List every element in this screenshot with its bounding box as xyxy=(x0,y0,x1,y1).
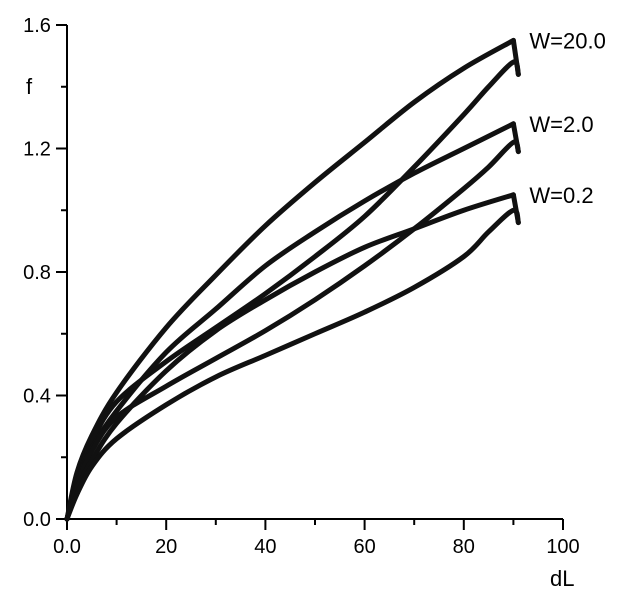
tick-group: 0.0 20 40 60 80 100 0.0 0.4 0.8 1.2 1.6 xyxy=(23,15,580,558)
x-tick-label: 40 xyxy=(254,536,276,558)
x-tick-label: 60 xyxy=(353,536,375,558)
unloading-curve xyxy=(64,59,521,522)
y-tick-label: 0.4 xyxy=(23,386,51,408)
unloading-curve xyxy=(64,139,521,522)
y-tick-label: 0.8 xyxy=(23,262,51,284)
x-tick-label: 0.0 xyxy=(53,536,81,558)
unloading-curve xyxy=(64,207,521,522)
x-tick-label: 20 xyxy=(155,536,177,558)
x-axis-title: dL xyxy=(550,566,574,590)
x-tick-label: 80 xyxy=(453,536,475,558)
series-group xyxy=(64,37,521,522)
series-label: W=20.0 xyxy=(529,28,605,53)
y-axis-title: f xyxy=(26,74,33,99)
y-tick-label: 1.6 xyxy=(23,15,51,37)
y-tick-label: 0.0 xyxy=(23,509,51,531)
x-tick-label: 100 xyxy=(546,536,579,558)
series-label-group: W=20.0 W=2.0 W=0.2 xyxy=(529,28,605,207)
series-label: W=2.0 xyxy=(529,112,593,137)
loading-curve xyxy=(64,121,516,522)
y-tick-label: 1.2 xyxy=(23,139,51,161)
loading-curve xyxy=(64,37,516,522)
series-label: W=0.2 xyxy=(529,183,593,208)
loading-curve xyxy=(64,192,516,522)
